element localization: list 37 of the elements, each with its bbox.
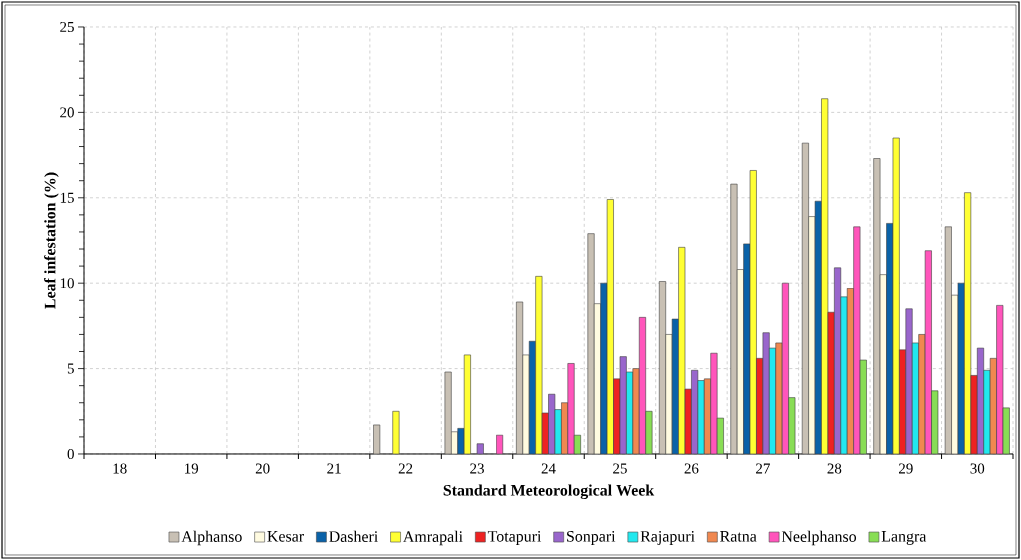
x-axis-title: Standard Meteorological Week [443,484,655,500]
x-tick-label: 20 [255,463,270,474]
legend-label: Ratna [720,531,757,542]
x-tick-label: 26 [684,463,699,474]
x-tick-label: 23 [470,463,484,474]
legend-label: Dasheri [329,530,378,542]
x-tick-label: 19 [185,463,199,474]
x-tick-label: 18 [113,463,127,474]
bar [970,375,978,454]
x-tick-label: 27 [756,463,770,474]
bar [496,434,504,454]
y-tick-label: 5 [67,363,74,374]
y-tick-label: 20 [60,107,74,118]
legend-label: Rajapuri [640,531,695,545]
x-tick-label: 25 [613,463,627,474]
x-tick-label: 24 [541,463,556,474]
x-tick-label: 30 [970,463,985,474]
y-tick-label: 10 [60,278,74,289]
bar [730,183,738,454]
x-tick-label: 28 [827,463,842,474]
legend-label: Totapuri [487,531,542,545]
y-axis-title: Leaf infestation (%) [44,172,59,309]
legend-label: Langra [881,531,927,545]
legend-label: Sonpari [567,531,616,545]
bar [522,354,530,454]
legend-label: Neelphanso [781,530,857,546]
legend-label: Amrapali [403,530,463,546]
x-tick-label: 22 [398,463,413,474]
bar [905,308,913,454]
x-tick-label: 29 [899,463,913,474]
bar [587,233,595,454]
y-tick-label: 25 [60,21,74,32]
legend-label: Kesar [267,531,304,542]
y-tick-label: 0 [67,448,74,460]
x-tick-label: 21 [327,463,341,474]
legend-label: Alphanso [181,530,242,546]
y-tick-label: 15 [60,192,74,203]
